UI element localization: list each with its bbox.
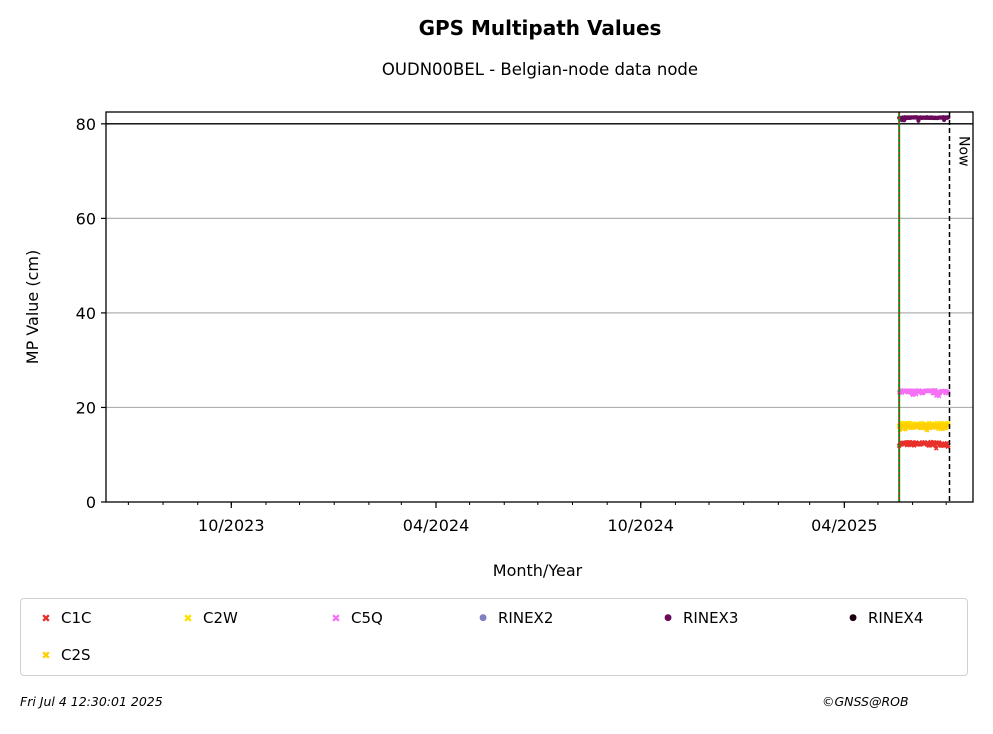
chart-subtitle: OUDN00BEL - Belgian-node data node <box>381 60 699 79</box>
y-tick-label: 0 <box>86 493 96 512</box>
legend-label: RINEX3 <box>683 609 739 627</box>
x-tick-label: 10/2023 <box>198 516 264 535</box>
legend-label: C5Q <box>351 609 383 627</box>
legend-label: C2W <box>203 609 238 627</box>
legend-marker: ● <box>664 613 672 623</box>
legend-item-rinex2: ● RINEX2 <box>476 608 553 628</box>
legend-marker: ✖ <box>41 611 51 625</box>
chart-legend: ✖ C1C ✖ C2W ✖ C5Q ● RINEX2 ● RINEX3 ● RINEX4 ✖ C2S <box>20 598 968 676</box>
data-point <box>916 118 921 123</box>
legend-item-c5q: ✖ C5Q <box>329 608 383 628</box>
x-tick-label: 04/2024 <box>403 516 469 535</box>
legend-marker: ✖ <box>41 648 51 662</box>
legend-item-c1c: ✖ C1C <box>39 608 92 628</box>
data-point <box>936 393 942 399</box>
chart-plot: Now 0 20 40 60 80 10/2023 04/2024 10/2024 04/2025… <box>23 111 974 580</box>
legend-item-c2w: ✖ C2W <box>181 608 238 628</box>
legend-item-rinex4: ● RINEX4 <box>846 608 923 628</box>
legend-item-rinex3: ● RINEX3 <box>661 608 738 628</box>
legend-marker: ✖ <box>183 611 193 625</box>
legend-label: C1C <box>61 609 92 627</box>
y-tick-label: 20 <box>76 398 96 417</box>
chart-title: GPS Multipath Values <box>418 16 662 40</box>
plot-frame <box>105 111 974 503</box>
legend-marker: ● <box>849 613 857 623</box>
footer-copyright: ©GNSS@ROB <box>822 694 909 709</box>
legend-label: C2S <box>61 646 91 664</box>
x-tick-label: 10/2024 <box>608 516 674 535</box>
series-c2s <box>896 422 951 433</box>
x-tick-label: 04/2025 <box>811 516 877 535</box>
legend-label: RINEX4 <box>868 609 924 627</box>
legend-item-c2s: ✖ C2S <box>39 645 91 665</box>
y-tick-label: 40 <box>76 304 96 323</box>
legend-marker: ✖ <box>331 611 341 625</box>
series-c5q <box>896 387 951 399</box>
y-tick-label: 80 <box>76 115 96 134</box>
legend-marker: ● <box>479 613 487 623</box>
y-tick-label: 60 <box>76 209 96 228</box>
now-marker-label: Now <box>956 136 972 167</box>
series-rinex3 <box>897 115 951 123</box>
data-point <box>933 445 939 451</box>
footer-timestamp: Fri Jul 4 12:30:01 2025 <box>20 694 163 709</box>
data-point <box>903 427 908 432</box>
x-axis-label: Month/Year <box>493 561 583 580</box>
legend-label: RINEX2 <box>498 609 554 627</box>
series-c1c <box>896 439 951 451</box>
y-axis-label: MP Value (cm) <box>23 250 42 364</box>
